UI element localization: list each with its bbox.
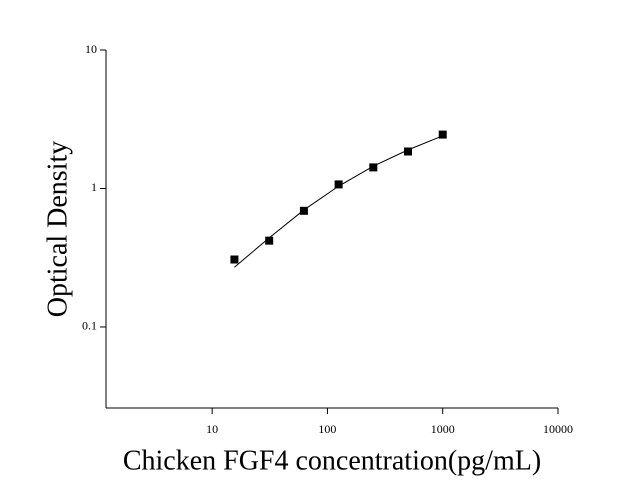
fit-curve [234, 135, 443, 268]
y-tick-label: 0.1 [82, 319, 97, 333]
data-point [438, 130, 447, 139]
x-tick-label: 1000 [431, 422, 455, 436]
data-point [404, 147, 413, 156]
data-point [369, 163, 378, 172]
y-tick-label: 10 [85, 42, 97, 56]
data-point [299, 206, 308, 215]
x-tick-label: 10 [206, 422, 218, 436]
x-tick-label: 10000 [543, 422, 573, 436]
y-axis-label: Optical Density [42, 141, 73, 318]
data-point [230, 255, 239, 264]
x-axis-label: Chicken FGF4 concentration(pg/mL) [123, 445, 541, 476]
data-point [265, 236, 274, 245]
data-point [334, 180, 343, 189]
y-tick-label: 1 [91, 180, 97, 194]
x-tick-label: 100 [318, 422, 336, 436]
